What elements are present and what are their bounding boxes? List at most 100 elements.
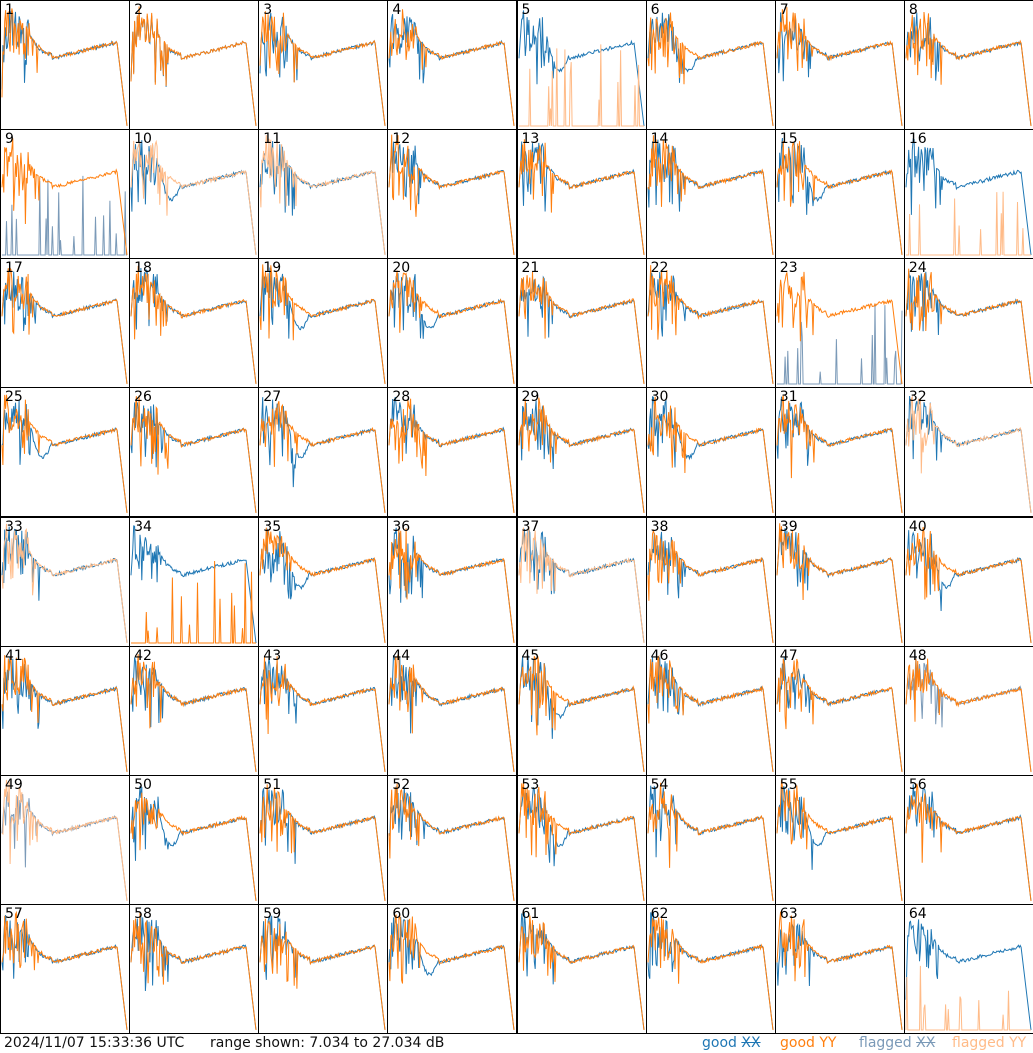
tile-label: 6: [650, 2, 660, 18]
tile-label: 57: [5, 905, 23, 922]
antenna-tile-3: 3: [258, 0, 389, 131]
tile-plot-31: [776, 395, 903, 514]
tile-plot-22: [647, 265, 774, 385]
series-xx-tile-18: [130, 268, 257, 385]
tile-plot-20: [388, 270, 515, 385]
series-yy-tile-3: [259, 11, 386, 127]
tile-label: 36: [392, 518, 411, 535]
tile-label: 22: [650, 260, 669, 277]
antenna-tile-48: 48: [903, 645, 1033, 776]
legend-good-xx-pol: XX: [741, 1035, 761, 1051]
tile-plot-17: [1, 266, 128, 385]
antenna-tile-35: 35: [258, 516, 389, 647]
tile-label: 3: [263, 2, 273, 18]
tile-label: 16: [908, 131, 927, 148]
antenna-tile-27: 27: [258, 387, 389, 518]
tile-plot-41: [1, 654, 128, 772]
tile-plot-42: [130, 653, 257, 772]
series-yy-tile-11: [259, 135, 386, 256]
tile-plot-57: [1, 910, 128, 1030]
series-xx-tile-64: [905, 919, 1032, 1030]
tile-label: 10: [134, 131, 152, 148]
legend-good-yy-pol: YY: [819, 1035, 837, 1051]
antenna-tile-15: 15: [774, 129, 905, 260]
tile-plot-3: [259, 11, 386, 127]
series-xx-tile-16: [905, 138, 1032, 256]
antenna-tile-37: 37: [516, 516, 647, 647]
tile-plot-21: [518, 271, 644, 385]
antenna-tile-22: 22: [645, 258, 776, 389]
antenna-tile-47: 47: [774, 645, 905, 776]
tile-label: 5: [521, 2, 531, 18]
antenna-tile-39: 39: [774, 516, 905, 647]
tile-plot-34: [130, 524, 257, 643]
tile-plot-13: [518, 139, 644, 256]
series-xx-tile-55: [776, 784, 903, 901]
tile-plot-58: [130, 911, 257, 1030]
tile-label: 39: [779, 518, 798, 535]
series-yy-tile-31: [776, 395, 903, 514]
antenna-tile-14: 14: [645, 129, 776, 260]
series-yy-tile-12: [388, 134, 515, 256]
tile-plot-38: [647, 528, 774, 643]
tile-plot-60: [388, 914, 515, 1030]
antenna-tile-23: 23: [774, 258, 905, 389]
tile-label: 48: [908, 647, 927, 664]
series-yy-tile-29: [518, 397, 644, 514]
series-yy-tile-35: [259, 527, 386, 643]
tile-plot-4: [388, 9, 515, 127]
series-xx-tile-49: [1, 791, 128, 901]
series-yy-tile-25: [1, 395, 128, 514]
tile-plot-5: [518, 10, 644, 127]
tile-label: 19: [263, 260, 282, 277]
tile-plot-23: [776, 272, 903, 385]
tile-label: 34: [134, 518, 152, 535]
antenna-tile-42: 42: [129, 645, 260, 776]
tile-plot-40: [905, 526, 1032, 643]
antenna-tile-10: 10: [129, 129, 260, 260]
antenna-tile-50: 50: [129, 774, 260, 905]
tile-plot-11: [259, 135, 386, 256]
tile-label: 47: [779, 647, 798, 664]
antenna-tile-64: 64: [903, 903, 1033, 1034]
series-yy-tile-45: [518, 655, 644, 772]
series-yy-tile-34: [131, 560, 257, 643]
series-xx-tile-23: [776, 303, 903, 385]
antenna-tile-21: 21: [516, 258, 647, 389]
tile-plot-64: [905, 919, 1032, 1031]
series-yy-tile-43: [259, 655, 386, 772]
antenna-tile-25: 25: [0, 387, 131, 518]
tile-label: 18: [134, 260, 152, 277]
antenna-tile-63: 63: [774, 903, 905, 1034]
antenna-tile-46: 46: [645, 645, 776, 776]
series-xx-tile-8: [905, 12, 1032, 127]
tile-plot-8: [905, 11, 1032, 127]
series-xx-tile-54: [647, 785, 774, 901]
tile-plot-43: [259, 655, 386, 772]
antenna-tile-18: 18: [129, 258, 260, 389]
series-yy-tile-22: [647, 265, 774, 385]
tile-plot-61: [518, 912, 644, 1030]
tile-label: 25: [5, 389, 23, 406]
tile-plot-33: [1, 523, 128, 643]
tile-label: 56: [908, 776, 927, 793]
series-yy-tile-7: [776, 7, 903, 127]
tile-label: 43: [263, 647, 282, 664]
tile-label: 58: [134, 905, 152, 922]
series-yy-tile-36: [388, 527, 515, 643]
series-yy-tile-18: [130, 266, 257, 385]
tile-label: 59: [263, 905, 282, 922]
tile-plot-46: [647, 654, 774, 772]
tile-label: 9: [5, 131, 14, 148]
antenna-tile-20: 20: [387, 258, 518, 389]
series-yy-tile-9: [1, 138, 128, 256]
series-xx-tile-37: [518, 526, 644, 643]
antenna-tile-8: 8: [903, 0, 1033, 131]
series-xx-tile-61: [518, 912, 644, 1030]
series-yy-tile-4: [388, 9, 515, 127]
tile-plot-56: [905, 783, 1032, 901]
legend-flagged-yy-word: flagged: [952, 1035, 1005, 1051]
antenna-tile-36: 36: [387, 516, 518, 647]
series-xx-tile-5: [518, 10, 644, 127]
series-yy-tile-21: [518, 271, 644, 385]
